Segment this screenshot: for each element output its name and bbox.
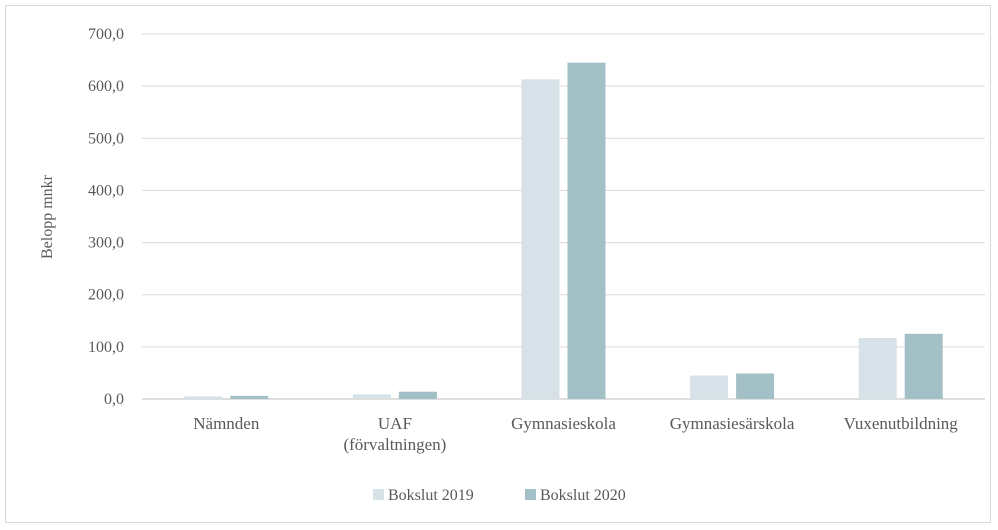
bar-1-5 [858, 337, 897, 399]
legend-label-1: Bokslut 2019 [388, 487, 474, 504]
y-tick-label: 500,0 [88, 130, 124, 147]
y-tick-label: 100,0 [88, 339, 124, 356]
bar-2-2 [398, 391, 437, 399]
x-category-label: (förvaltningen) [343, 435, 446, 454]
x-category-label: Nämnden [193, 414, 260, 433]
x-category-label: Gymnasiesärskola [670, 414, 795, 433]
bar-2-5 [904, 333, 943, 399]
bar-1-4 [690, 375, 729, 399]
x-category-label: Gymnasieskola [511, 414, 616, 433]
y-tick-label: 400,0 [88, 182, 124, 199]
legend: Bokslut 2019 Bokslut 2020 [373, 487, 626, 504]
y-axis-title: Belopp mnkr [39, 174, 56, 259]
gridlines [142, 33, 985, 400]
y-tick-label: 200,0 [88, 287, 124, 304]
y-tick-label: 300,0 [88, 235, 124, 252]
legend-swatch-1 [373, 489, 384, 500]
legend-label-2: Bokslut 2020 [540, 487, 626, 504]
y-axis-ticks: 0,0 100,0 200,0 300,0 400,0 500,0 600,0 700,0 [88, 26, 124, 408]
y-tick-label: 700,0 [88, 26, 124, 43]
y-tick-label: 600,0 [88, 78, 124, 95]
x-category-label: UAF [378, 414, 412, 433]
bar-1-2 [352, 394, 391, 399]
bar-2-1 [230, 395, 269, 399]
bar-1-3 [521, 79, 560, 399]
x-axis-categories: Nämnden UAF (förvaltningen) Gymnasieskola Gy… [193, 414, 958, 454]
bars [184, 62, 943, 400]
bar-1-1 [184, 396, 223, 399]
bar-2-3 [567, 62, 606, 400]
x-category-label: Vuxenutbildning [844, 414, 959, 433]
bar-2-4 [736, 373, 775, 399]
chart-frame [5, 5, 991, 523]
legend-swatch-2 [525, 489, 536, 500]
y-tick-label: 0,0 [104, 391, 124, 408]
